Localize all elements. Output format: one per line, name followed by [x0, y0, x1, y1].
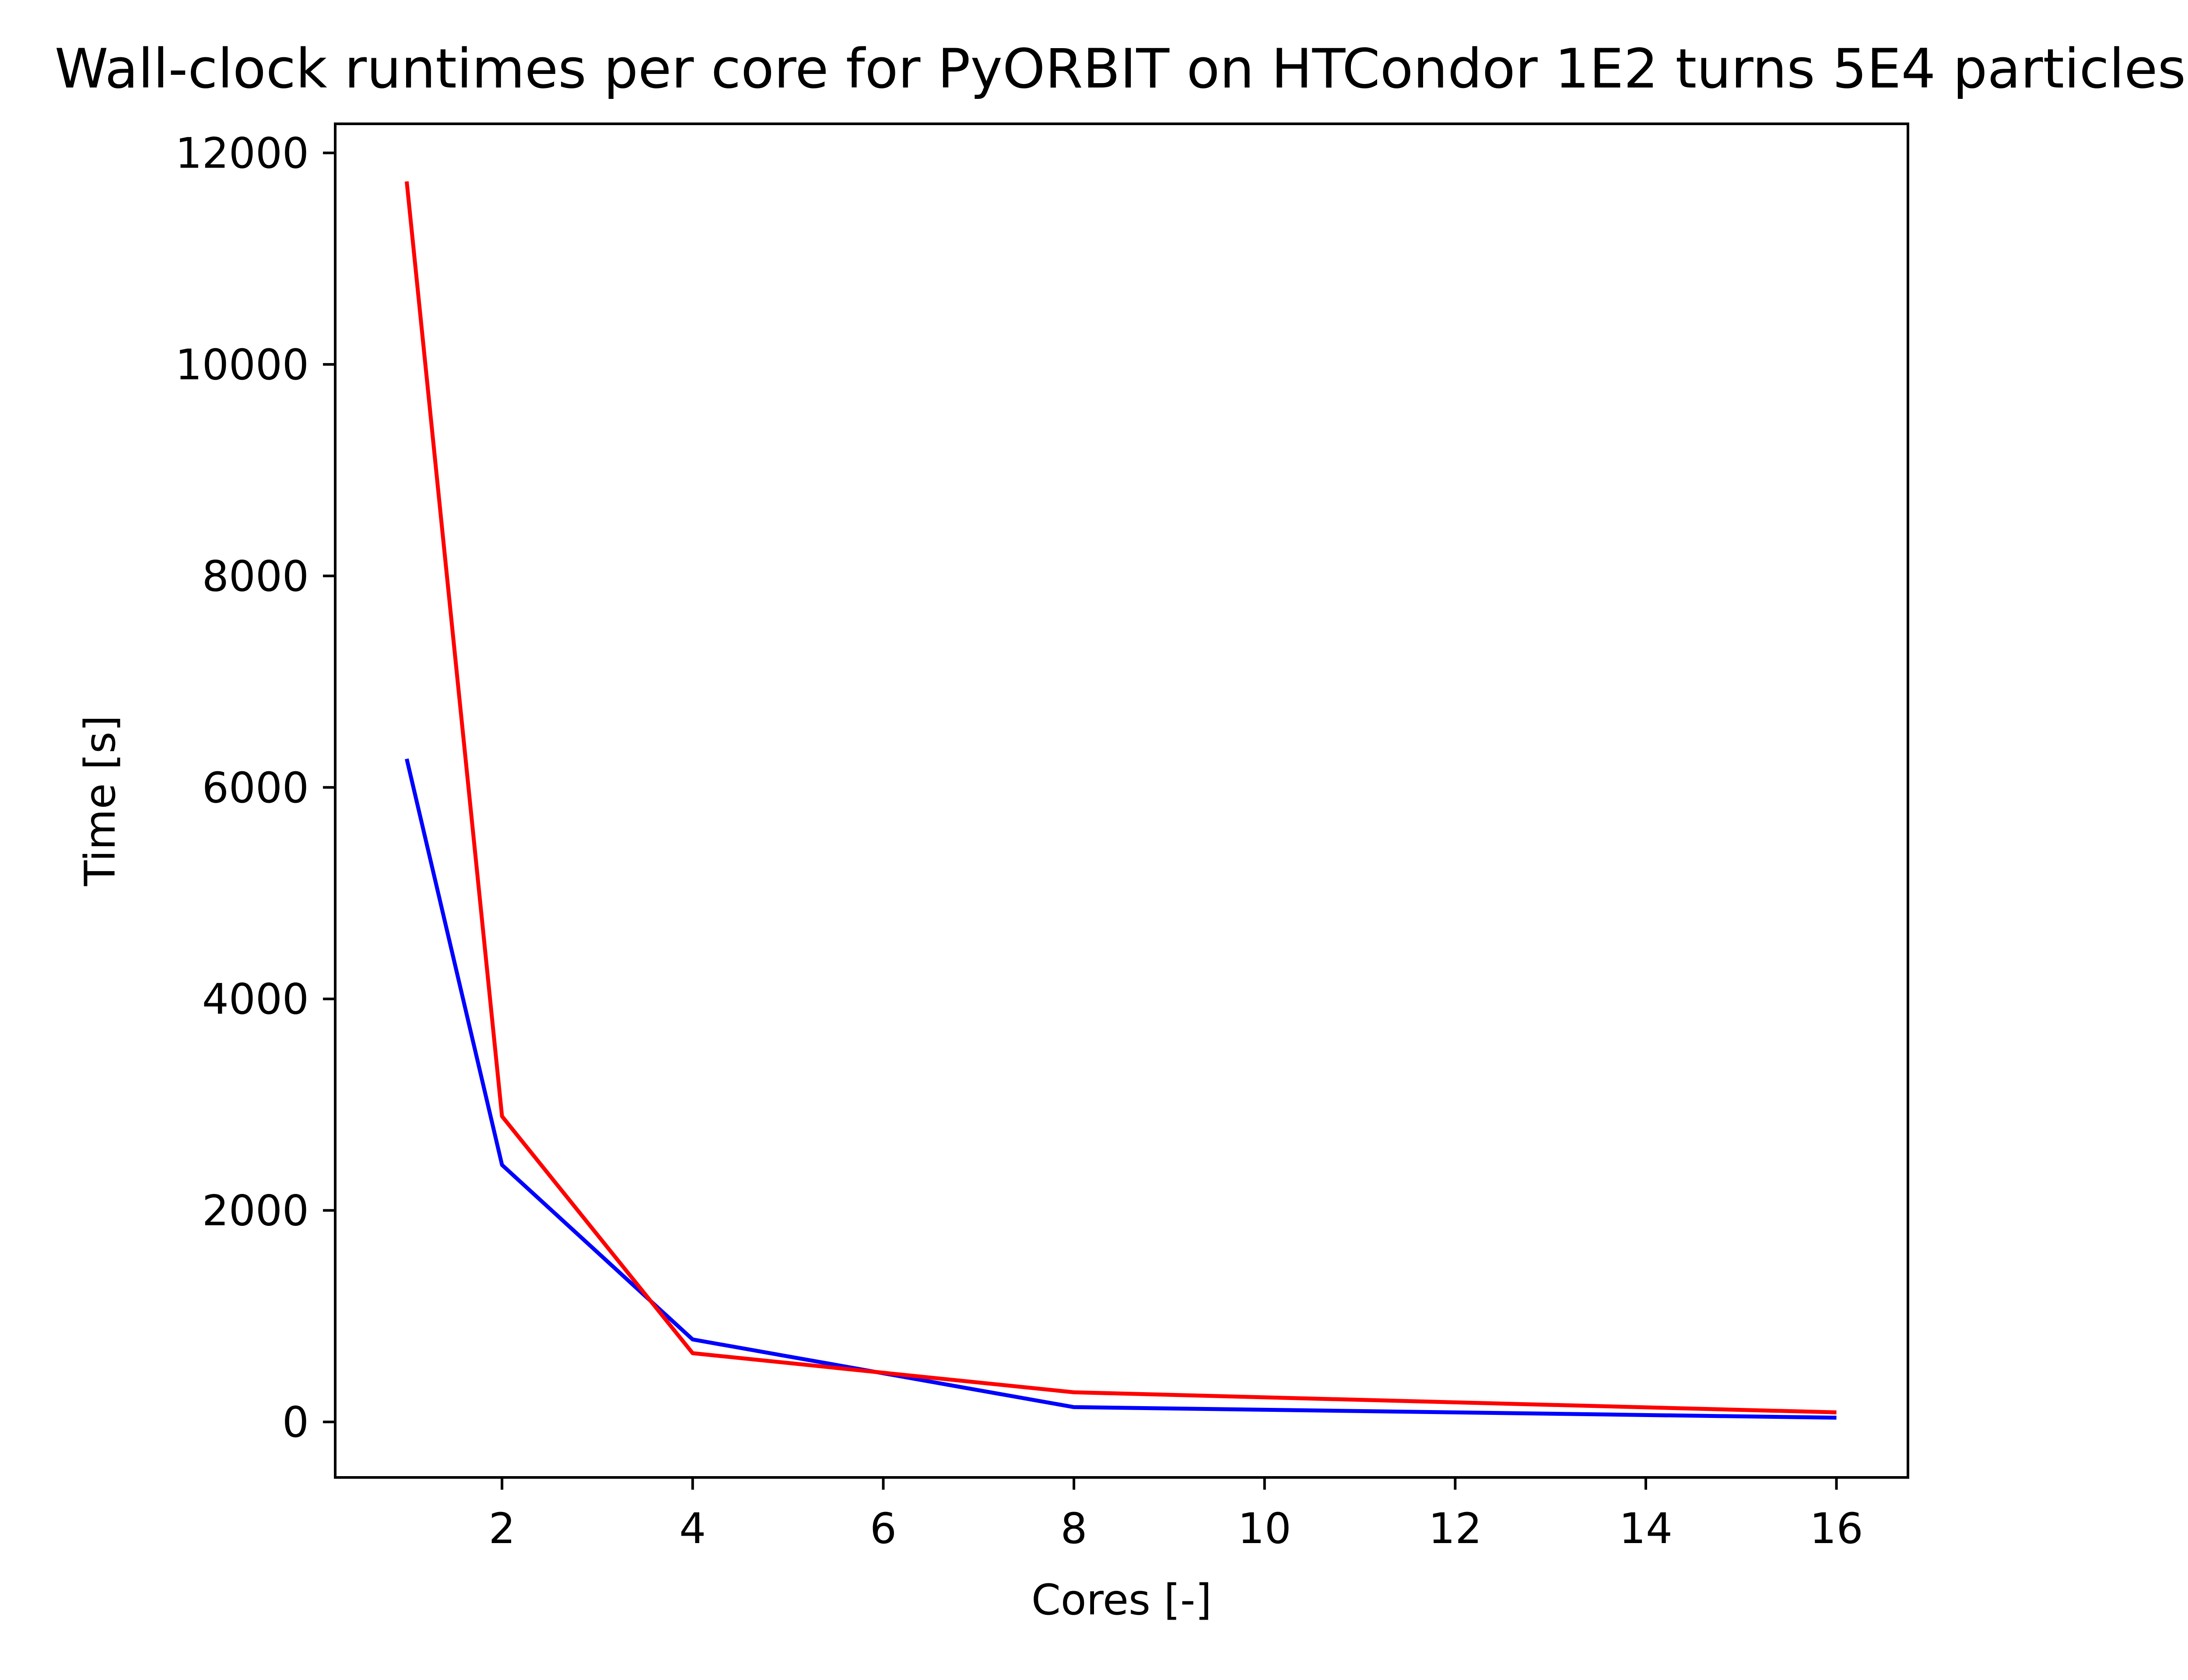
x-tick-label: 2	[489, 1504, 515, 1553]
x-tick-label: 16	[1810, 1504, 1863, 1553]
y-axis: 0 2000 4000 6000 8000 10000 12000	[175, 129, 335, 1447]
x-tick-label: 8	[1061, 1504, 1087, 1553]
series-line-1	[404, 181, 1837, 1414]
x-tick-label: 14	[1619, 1504, 1673, 1553]
x-tick-label: 6	[870, 1504, 897, 1553]
y-tick-label: 6000	[202, 763, 309, 812]
axes-frame	[334, 122, 1909, 1479]
y-tick-label: 4000	[202, 975, 309, 1024]
y-axis-label: Time [s]	[76, 715, 125, 886]
series-layer	[404, 181, 1837, 1420]
x-axis-label: Cores [-]	[1031, 1575, 1212, 1624]
y-tick-label: 12000	[175, 129, 309, 178]
y-tick-label: 8000	[202, 552, 309, 601]
x-tick-label: 4	[679, 1504, 706, 1553]
x-tick-label: 12	[1428, 1504, 1482, 1553]
x-tick-label: 10	[1238, 1504, 1291, 1553]
y-tick-label: 2000	[202, 1186, 309, 1236]
x-axis: 2 4 6 8 10 12 14 16	[489, 1477, 1863, 1553]
y-tick-label: 10000	[175, 340, 309, 389]
y-tick-label: 0	[282, 1398, 309, 1447]
series-line-0	[405, 758, 1837, 1420]
chart-title: Wall-clock runtimes per core for PyORBIT…	[55, 38, 2186, 101]
